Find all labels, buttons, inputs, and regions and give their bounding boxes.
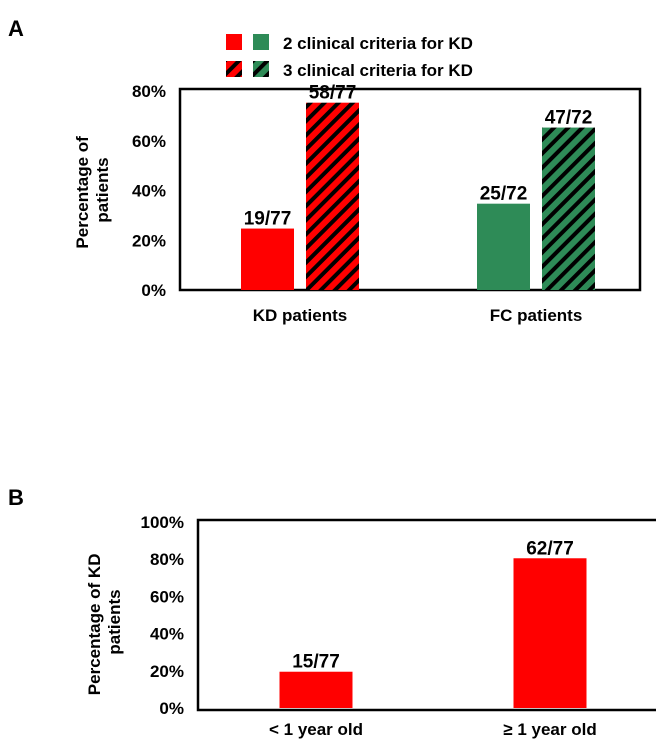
chart-b-data-label: 62/77 xyxy=(526,538,574,559)
legend-label-two-criteria: 2 clinical criteria for KD xyxy=(283,34,473,53)
chart-b-data-label: 15/77 xyxy=(292,652,340,673)
legend: 2 clinical criteria for KD 3 clinical cr… xyxy=(226,34,473,80)
chart-a-ytick: 40% xyxy=(132,182,166,201)
legend-swatch-three-red xyxy=(226,61,242,77)
panel-label-b: B xyxy=(8,485,24,510)
chart-a-bar xyxy=(477,203,530,290)
chart-a-data-label: 47/72 xyxy=(545,108,593,129)
chart-a-xtick: FC patients xyxy=(490,306,583,325)
chart-b-xtick: ≥ 1 year old xyxy=(503,720,596,739)
chart-a-frame xyxy=(178,87,642,292)
chart-b-ytick: 20% xyxy=(150,662,184,681)
chart-b-ytick: 40% xyxy=(150,625,184,644)
chart-b-ytick: 60% xyxy=(150,587,184,606)
chart-b-ytick: 100% xyxy=(141,513,184,532)
chart-b-ytick: 0% xyxy=(159,699,184,718)
chart-a-ylabel-line1: Percentage of xyxy=(73,136,92,249)
chart-a-ylabel-line2: patients xyxy=(93,157,112,222)
chart-a-data-label: 25/72 xyxy=(480,184,528,205)
chart-b-frame xyxy=(196,518,656,712)
chart-a-xtick: KD patients xyxy=(253,306,347,325)
chart-a-ytick: 20% xyxy=(132,231,166,250)
chart-b: Percentage of KD patients 0% 20% 40% 60% 80%… xyxy=(85,513,656,739)
chart-a-ytick: 80% xyxy=(132,82,166,101)
chart-a-data-label: 58/77 xyxy=(309,83,357,104)
chart-b-ylabel: Percentage of KD patients xyxy=(85,549,124,695)
chart-a-data-label: 19/77 xyxy=(244,209,292,230)
chart-a: Percentage of patients 0% 20% 40% 60% 80% KD … xyxy=(73,82,642,325)
chart-b-ylabel-line1: Percentage of KD xyxy=(85,554,104,696)
chart-b-bar xyxy=(279,671,353,708)
chart-b-ylabel-line2: patients xyxy=(105,589,124,654)
legend-label-three-criteria: 3 clinical criteria for KD xyxy=(283,61,473,80)
legend-swatch-two-red xyxy=(226,34,242,50)
chart-b-xtick: < 1 year old xyxy=(269,720,363,739)
chart-b-ytick: 80% xyxy=(150,550,184,569)
chart-b-bar xyxy=(513,558,587,708)
chart-a-ylabel: Percentage of patients xyxy=(73,131,112,248)
chart-a-bar xyxy=(241,228,294,290)
legend-swatch-two-green xyxy=(253,34,269,50)
legend-swatch-three-green xyxy=(253,61,269,77)
chart-a-ytick: 0% xyxy=(141,281,166,300)
chart-a-bar xyxy=(306,102,359,290)
chart-a-bar xyxy=(542,127,595,290)
chart-a-ytick: 60% xyxy=(132,132,166,151)
panel-label-a: A xyxy=(8,16,24,41)
